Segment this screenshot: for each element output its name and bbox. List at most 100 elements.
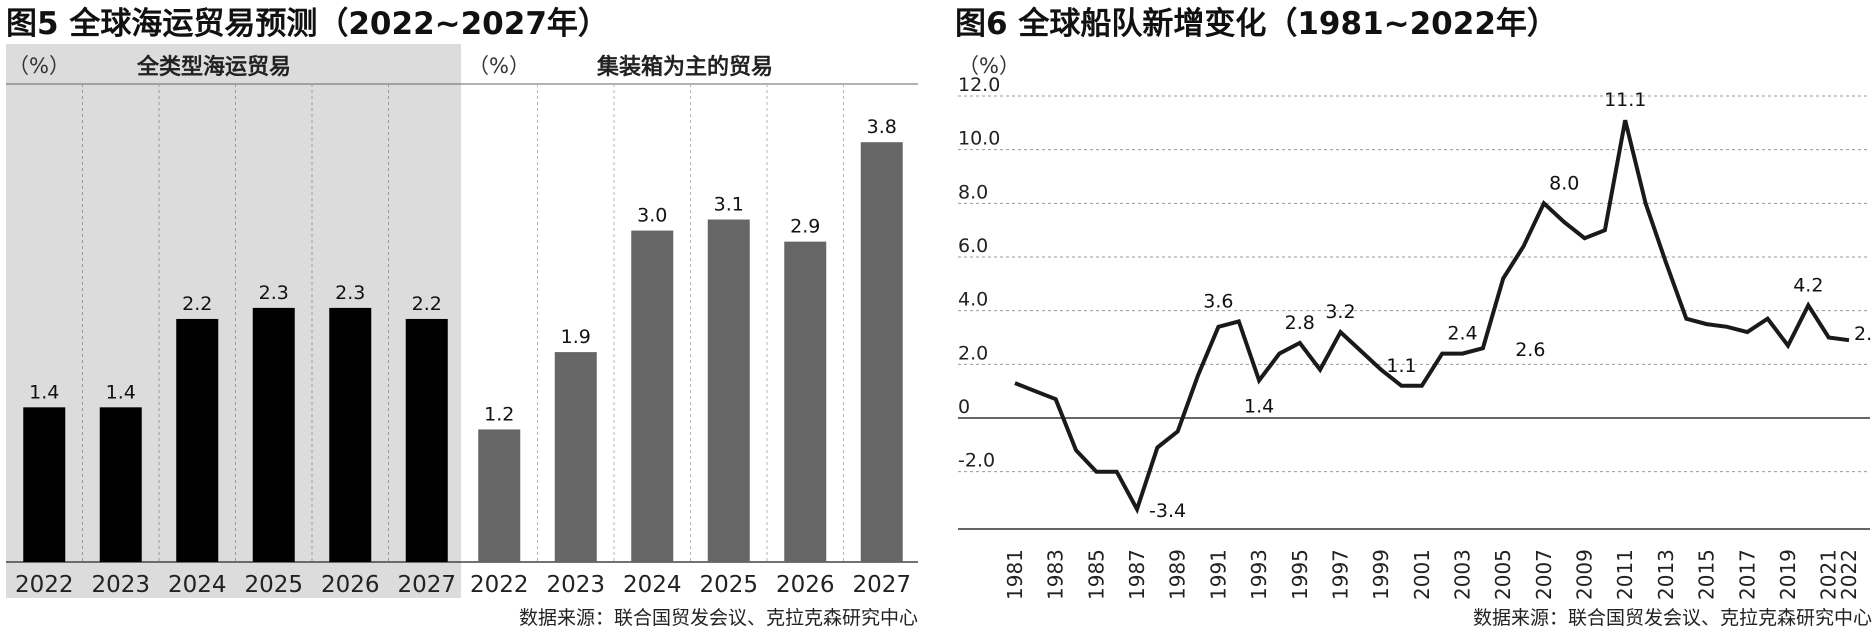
fig6-data-label: 4.2: [1793, 274, 1823, 296]
fig6-x-tick-label: 2013: [1654, 549, 1678, 600]
fig5-bars: [23, 142, 903, 563]
fig6-data-label: 11.1: [1604, 89, 1646, 111]
fig6-x-tick-label: 1997: [1328, 549, 1352, 600]
fig6-series-line: [1014, 119, 1850, 515]
fig6-x-tick-label: 2003: [1451, 549, 1475, 600]
fig6-data-label: 2.6: [1515, 339, 1545, 361]
fig5-subtitle-left: 全类型海运贸易: [136, 54, 291, 80]
fig5-data-label: 3.1: [714, 194, 744, 216]
fig6-y-tick-label: 2.0: [958, 342, 988, 364]
fig6-y-ticks: 12.0 10.0 8.0 6.0 4.0 2.0 0 -2.0: [958, 74, 1000, 472]
fig5-data-label: 1.9: [561, 326, 591, 348]
fig6-x-tick-label: 2001: [1410, 549, 1434, 600]
fig6-x-tick-label: 1981: [1003, 549, 1027, 600]
fig6-x-tick-label: 1991: [1206, 549, 1230, 600]
fig5-x-tick-label: 2026: [321, 572, 380, 598]
fig5-x-tick-label: 2024: [168, 572, 227, 598]
fig5-data-label: 2.2: [412, 293, 442, 315]
fig5-bar-container-2023: [554, 352, 597, 562]
fig5-x-tick-label: 2027: [852, 572, 911, 598]
fig6-source: 数据来源：联合国贸发会议、克拉克森研究中心: [1473, 607, 1872, 629]
fig6-data-label: 3.6: [1203, 290, 1233, 312]
fig6-x-tick-label: 2011: [1613, 549, 1637, 600]
fig5-data-label: 1.4: [29, 381, 59, 403]
fig5-unit-left: （%）: [8, 54, 70, 78]
fig5-x-tick-label: 2022: [470, 572, 529, 598]
fig6-x-tick-label: 2019: [1776, 549, 1800, 600]
fig6-x-tick-label: 1999: [1369, 549, 1393, 600]
fig6-data-label: 1.1: [1386, 355, 1416, 377]
fig5-data-label: 3.8: [867, 116, 897, 138]
fig5-x-tick-label: 2025: [244, 572, 303, 598]
fig5-x-tick-label: 2027: [397, 572, 456, 598]
fig6-y-tick-label: 12.0: [958, 74, 1000, 96]
fig6-y-tick-label: 4.0: [958, 289, 988, 311]
fig5-x-tick-label: 2024: [623, 572, 682, 598]
fig6-x-tick-label: 1987: [1125, 549, 1149, 600]
fig5-bar-all-2024: [176, 318, 219, 562]
fig5-source: 数据来源：联合国贸发会议、克拉克森研究中心: [519, 607, 918, 629]
fig6-title: 图6 全球船队新增变化（1981~2022年）: [955, 6, 1558, 42]
figure5: 图5 全球海运贸易预测（2022~2027年） （%） 全类型海运贸易 （%） …: [6, 6, 918, 629]
fig6-x-tick-label: 2021: [1817, 549, 1841, 600]
fig6-y-tick-label: 0: [958, 396, 970, 418]
fig6-data-label: 2.9: [1854, 323, 1873, 345]
fig6-gridlines: [958, 95, 1870, 530]
fig5-x-tick-label: 2022: [15, 572, 74, 598]
fig5-data-label: 2.9: [790, 216, 820, 238]
fig6-x-tick-label: 2022: [1837, 549, 1861, 600]
fig5-bar-all-2022: [23, 407, 66, 562]
fig5-x-tick-label: 2023: [546, 572, 605, 598]
fig5-data-label: 3.0: [637, 205, 667, 227]
fig5-bar-all-2025: [252, 307, 295, 562]
fig6-y-tick-label: 10.0: [958, 128, 1000, 150]
fig5-bar-all-2023: [99, 407, 142, 562]
fig5-bar-container-2026: [784, 241, 827, 562]
fig6-data-label: 2.4: [1447, 323, 1477, 345]
fig6-x-tick-label: 2009: [1573, 549, 1597, 600]
fig6-x-tick-label: 1983: [1044, 549, 1068, 600]
fig5-left-panel-shade: [6, 44, 461, 598]
fig6-series-polyline: [1014, 119, 1850, 515]
fig5-data-label: 2.3: [335, 282, 365, 304]
fig6-x-tick-label: 2017: [1735, 549, 1759, 600]
fig6-data-label: 2.8: [1285, 312, 1315, 334]
figure6: 图6 全球船队新增变化（1981~2022年） （%） 数据来源：联合国贸发会议…: [955, 6, 1873, 629]
fig6-y-tick-label: -2.0: [958, 450, 995, 472]
fig5-x-tick-label: 2026: [776, 572, 835, 598]
fig6-data-label: 8.0: [1549, 172, 1579, 194]
fig5-data-label: 2.2: [182, 293, 212, 315]
fig6-x-tick-label: 2005: [1491, 549, 1515, 600]
fig5-x-ticks: 2022 2023 2024 2025 2026 2027 2022 2023 2024 2025…: [15, 572, 911, 598]
fig5-data-labels: 1.4 1.4 2.2 2.3 2.3 2.2 1.2 1.9 3.0 3.1 2.9 3.8: [29, 116, 897, 425]
fig5-data-label: 1.4: [106, 381, 136, 403]
fig5-gridlines: [6, 83, 918, 563]
fig5-x-tick-label: 2023: [91, 572, 150, 598]
fig5-bar-container-2024: [631, 230, 674, 563]
fig6-x-tick-label: 2007: [1532, 549, 1556, 600]
fig5-subtitle-right: 集装箱为主的贸易: [596, 54, 773, 80]
fig6-x-ticks: 1981 1983 1985 1987 1989 1991 1993 1995 1997 1999…: [1003, 549, 1861, 600]
fig6-y-tick-label: 6.0: [958, 235, 988, 257]
fig5-unit-right: （%）: [468, 54, 530, 78]
fig6-y-tick-label: 8.0: [958, 181, 988, 203]
fig6-data-label: 3.2: [1325, 301, 1355, 323]
fig5-title: 图5 全球海运贸易预测（2022~2027年）: [6, 6, 609, 42]
fig6-data-label: 1.4: [1244, 395, 1274, 417]
fig6-data-label: -3.4: [1149, 500, 1186, 522]
fig6-annotations: -3.4 3.6 1.4 2.8 3.2 1.1 2.4 2.6 8.0 11.1 4.2 2.9: [1149, 89, 1873, 522]
fig6-x-tick-label: 1989: [1166, 549, 1190, 600]
fig5-bar-container-2025: [707, 219, 750, 562]
fig5-bar-all-2027: [405, 318, 448, 562]
fig5-data-label: 1.2: [484, 403, 514, 425]
fig6-x-tick-label: 1985: [1084, 549, 1108, 600]
fig5-bar-all-2026: [329, 307, 372, 562]
fig5-x-tick-label: 2025: [699, 572, 758, 598]
fig5-bar-container-2022: [478, 429, 521, 562]
fig6-x-tick-label: 1993: [1247, 549, 1271, 600]
fig6-x-tick-label: 1995: [1288, 549, 1312, 600]
fig6-unit: （%）: [958, 54, 1020, 78]
fig5-bar-container-2027: [860, 142, 903, 562]
fig6-x-tick-label: 2015: [1695, 549, 1719, 600]
